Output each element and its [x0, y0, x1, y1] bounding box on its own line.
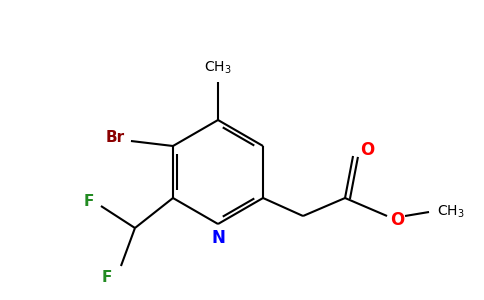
Text: N: N — [211, 229, 225, 247]
Text: CH$_3$: CH$_3$ — [437, 204, 465, 220]
Text: O: O — [390, 211, 404, 229]
Text: F: F — [102, 271, 112, 286]
Text: F: F — [84, 194, 94, 209]
Text: CH$_3$: CH$_3$ — [204, 60, 232, 76]
Text: Br: Br — [106, 130, 124, 145]
Text: O: O — [360, 141, 374, 159]
